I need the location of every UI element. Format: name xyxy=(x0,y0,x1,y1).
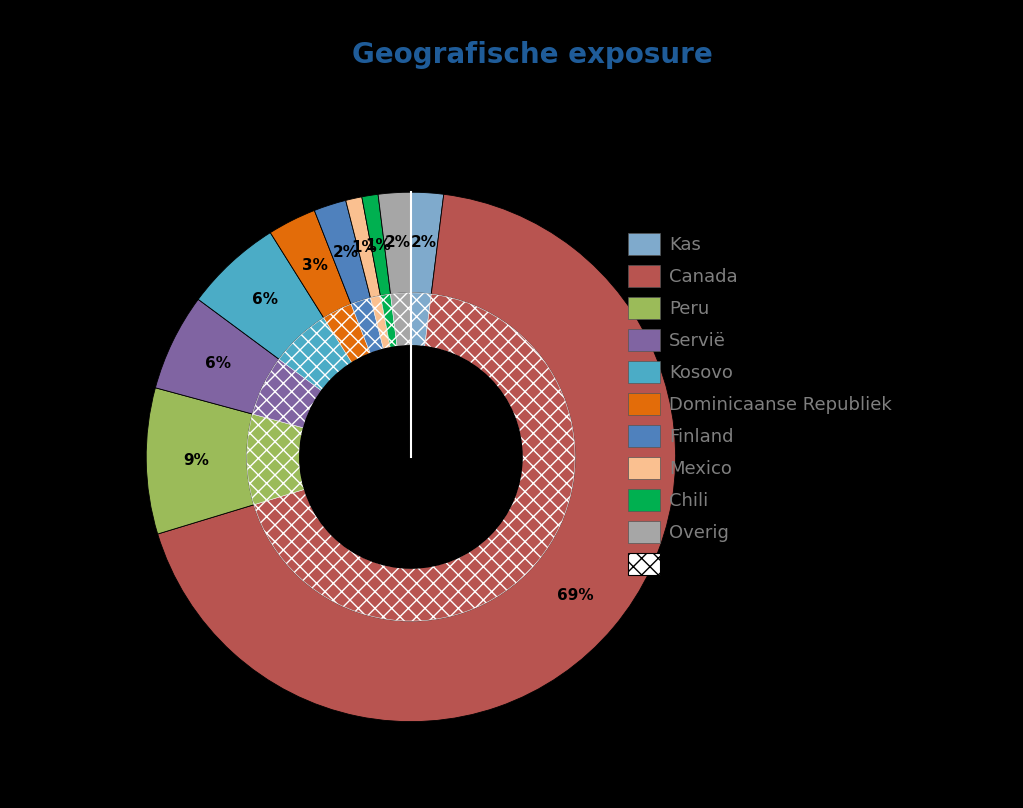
Wedge shape xyxy=(370,296,391,349)
Wedge shape xyxy=(247,414,305,505)
Circle shape xyxy=(300,346,522,568)
Wedge shape xyxy=(362,194,391,296)
Text: 2%: 2% xyxy=(332,246,358,260)
Wedge shape xyxy=(270,210,351,318)
Wedge shape xyxy=(253,360,321,428)
Text: 69%: 69% xyxy=(557,587,593,603)
Wedge shape xyxy=(411,292,432,347)
Text: 6%: 6% xyxy=(205,356,231,371)
Wedge shape xyxy=(381,294,397,347)
Text: Geografische exposure: Geografische exposure xyxy=(352,40,713,69)
Wedge shape xyxy=(155,299,279,414)
Wedge shape xyxy=(254,294,575,621)
Wedge shape xyxy=(379,192,411,294)
Wedge shape xyxy=(323,304,370,363)
Wedge shape xyxy=(346,197,381,298)
Text: 2%: 2% xyxy=(385,235,410,250)
Text: 1%: 1% xyxy=(352,240,377,255)
Wedge shape xyxy=(411,192,444,294)
Wedge shape xyxy=(158,194,675,722)
Text: 1%: 1% xyxy=(365,238,391,253)
Wedge shape xyxy=(198,233,323,360)
Wedge shape xyxy=(146,388,254,534)
Text: 9%: 9% xyxy=(183,452,210,468)
Wedge shape xyxy=(314,200,370,304)
Text: 6%: 6% xyxy=(253,292,278,307)
Wedge shape xyxy=(279,318,352,391)
Wedge shape xyxy=(391,292,411,347)
Legend: Kas, Canada, Peru, Servië, Kosovo, Dominicaanse Republiek, Finland, Mexico, Chil: Kas, Canada, Peru, Servië, Kosovo, Domin… xyxy=(622,228,897,580)
Text: 3%: 3% xyxy=(302,258,327,273)
Text: 2%: 2% xyxy=(411,235,437,250)
Wedge shape xyxy=(351,298,384,353)
